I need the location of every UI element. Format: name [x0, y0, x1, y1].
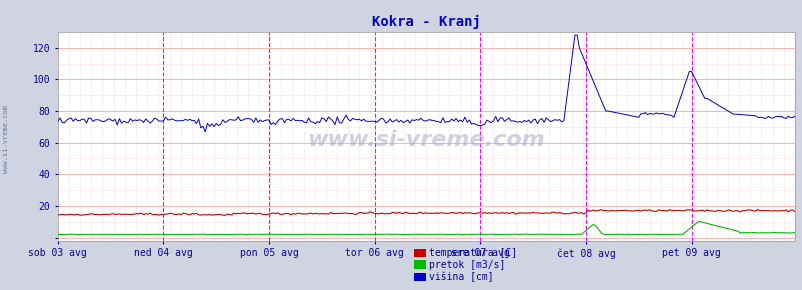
Title: Kokra - Kranj: Kokra - Kranj — [371, 15, 480, 29]
Legend: temperatura [C], pretok [m3/s], višina [cm]: temperatura [C], pretok [m3/s], višina [… — [413, 248, 517, 282]
Text: www.si-vreme.com: www.si-vreme.com — [307, 130, 545, 151]
Text: www.si-vreme.com: www.si-vreme.com — [3, 105, 10, 173]
